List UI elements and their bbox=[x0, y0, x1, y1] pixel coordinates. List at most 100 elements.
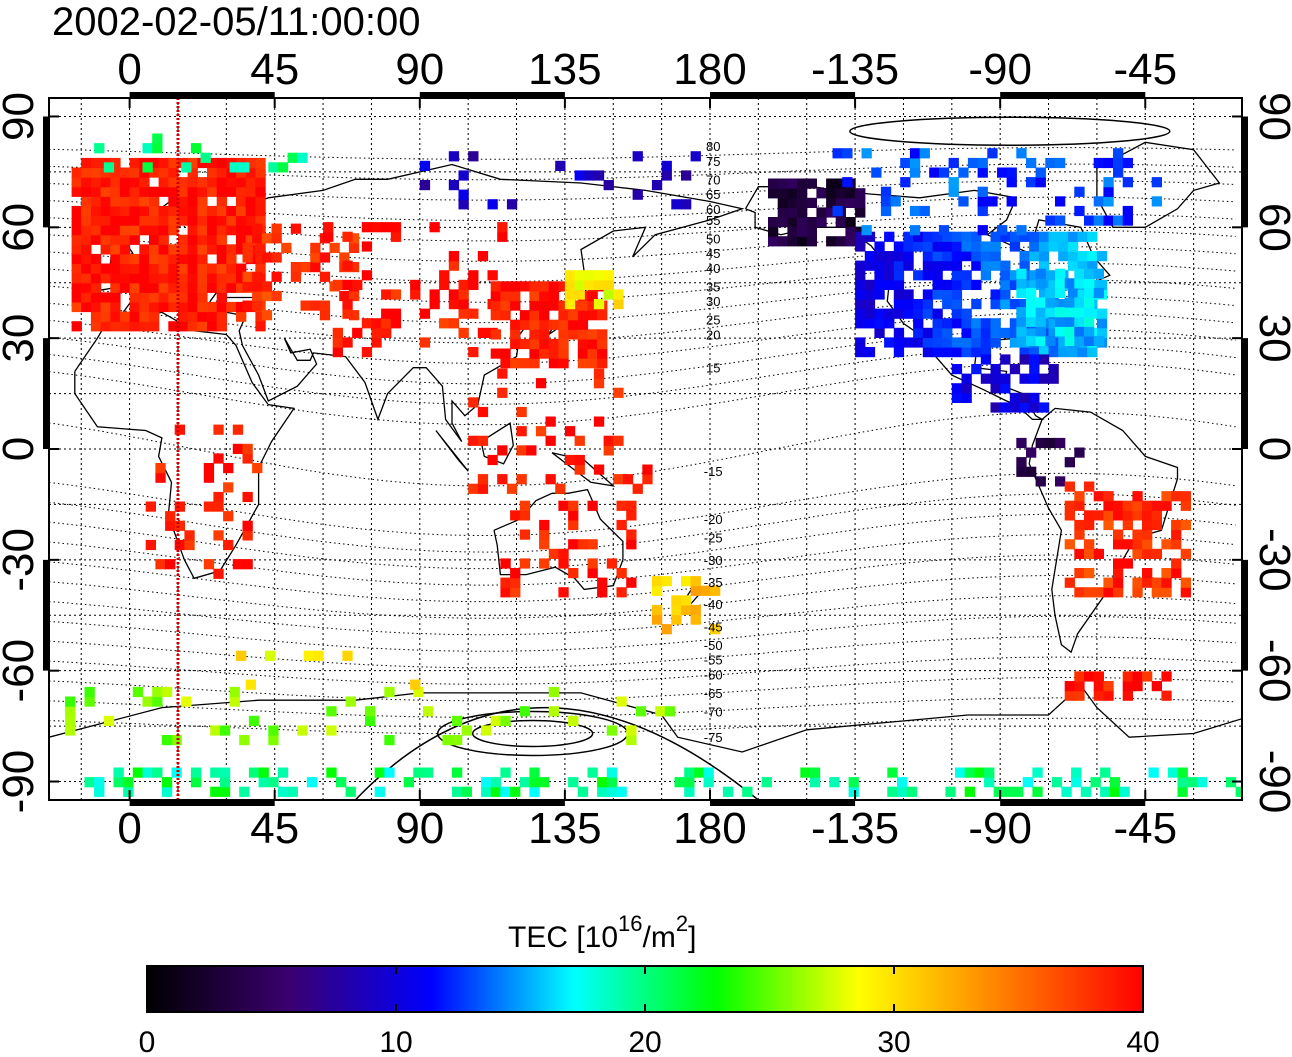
tec-cell-north-america bbox=[971, 347, 982, 358]
colorbar-tick-label: 20 bbox=[628, 1026, 661, 1057]
tec-cell-southeast-asia bbox=[564, 454, 576, 466]
tec-cell-north-america bbox=[932, 251, 943, 262]
tec-cell-north-america bbox=[1000, 289, 1011, 300]
tec-cell-africa bbox=[174, 501, 185, 512]
tec-cell-antarctic-peninsula bbox=[1074, 690, 1085, 701]
tec-cell-central-america bbox=[990, 383, 1001, 394]
tec-cell-us-east bbox=[1035, 335, 1046, 347]
tec-cell-north-america bbox=[932, 337, 943, 348]
coastline bbox=[74, 311, 296, 580]
tec-cell-central-america bbox=[1009, 392, 1021, 403]
tec-cell-canada-north bbox=[1006, 177, 1017, 188]
tec-cell-southeast-asia bbox=[487, 454, 498, 466]
tec-cell-us-east bbox=[1074, 278, 1085, 289]
colorbar-title-sup2: 2 bbox=[676, 911, 688, 936]
tec-cell-europe bbox=[129, 273, 140, 284]
tec-cell-antarctica-south bbox=[84, 777, 95, 788]
mlat-label: -75 bbox=[704, 730, 723, 745]
tec-cell-africa bbox=[203, 501, 215, 512]
tec-cell-europe bbox=[110, 321, 121, 332]
tec-cell-arctic-north-europe bbox=[152, 143, 163, 154]
tec-cell-europe bbox=[236, 234, 247, 245]
tec-cell-antarctica-south bbox=[568, 777, 579, 788]
tec-cell-japan-gradient bbox=[613, 289, 624, 300]
tec-cell-north-america bbox=[893, 299, 905, 310]
tec-cell-north-america bbox=[1000, 279, 1011, 290]
tec-cell-south-america bbox=[1132, 577, 1143, 588]
tec-cell-europe bbox=[71, 292, 82, 303]
tec-cell-africa bbox=[203, 559, 215, 570]
tec-cell-north-america bbox=[1058, 231, 1069, 242]
tec-cell-south-america bbox=[1093, 491, 1104, 502]
tec-cell-southeast-asia bbox=[593, 378, 605, 389]
tec-cell-europe bbox=[168, 186, 179, 197]
tec-cell-europe bbox=[71, 225, 82, 236]
tec-cell-north-america bbox=[855, 337, 866, 348]
tec-cell-southeast-asia bbox=[574, 435, 585, 446]
tec-cell-europe bbox=[71, 205, 82, 217]
tec-cell-antarctica-south bbox=[597, 786, 608, 797]
tec-cell-africa bbox=[165, 559, 176, 570]
tec-cell-europe bbox=[149, 273, 160, 284]
tec-cell-china-japan bbox=[500, 290, 511, 302]
tec-cell-europe bbox=[81, 205, 92, 217]
tec-cell-south-america bbox=[1074, 500, 1085, 511]
tec-cell-siberia-north bbox=[632, 189, 643, 200]
tec-cell-new-zealand bbox=[651, 576, 663, 587]
tec-cell-antarctica-rim bbox=[548, 686, 560, 698]
tec-cell-europe bbox=[81, 292, 92, 303]
tec-cell-antarctica-south bbox=[510, 786, 521, 797]
tec-cell-central-asia bbox=[410, 279, 421, 290]
tec-cell-antarctica-south bbox=[210, 786, 221, 797]
tec-cell-europe bbox=[149, 167, 160, 178]
tec-cell-south-america bbox=[1151, 519, 1162, 531]
tec-cell-europe bbox=[139, 196, 150, 207]
tec-cell-china-japan bbox=[490, 329, 501, 340]
tec-cell-europe bbox=[149, 292, 160, 303]
tec-cell-north-america bbox=[864, 279, 876, 290]
tec-cell-china-japan bbox=[548, 290, 560, 302]
tec-cell-australia bbox=[510, 577, 521, 588]
tec-cell-antarctica-south bbox=[413, 767, 424, 778]
tec-cell-us-east bbox=[1064, 316, 1075, 327]
tec-data-points bbox=[65, 133, 1242, 797]
tec-cell-china-japan bbox=[548, 338, 560, 350]
tec-cell-japan-gradient bbox=[593, 270, 605, 281]
tec-cell-southeast-asia bbox=[593, 464, 605, 475]
tec-cell-south-america bbox=[1103, 587, 1114, 598]
tec-cell-europe-east bbox=[242, 300, 253, 311]
tec-cell-north-america bbox=[980, 241, 992, 252]
tec-cell-south-america bbox=[1113, 568, 1124, 579]
tec-cell-southeast-asia bbox=[516, 445, 527, 456]
tec-cell-central-asia bbox=[497, 231, 508, 242]
tec-cell-alaska bbox=[777, 188, 788, 199]
tec-cell-siberia-north bbox=[584, 170, 595, 181]
tec-cell-europe bbox=[139, 321, 150, 332]
tec-cell-europe bbox=[100, 196, 111, 207]
tec-cell-china-japan bbox=[519, 338, 531, 350]
tec-cell-canada-north bbox=[1151, 196, 1162, 207]
tec-cell-europe bbox=[158, 263, 169, 274]
tec-cell-europe bbox=[216, 311, 227, 322]
tec-cell-europe bbox=[207, 301, 218, 313]
tec-cell-australia bbox=[519, 510, 531, 521]
tec-cell-antarctica-south bbox=[161, 777, 173, 788]
tec-cell-alaska bbox=[768, 236, 779, 247]
tec-cell-europe-east bbox=[348, 242, 360, 253]
tec-cell-europe bbox=[81, 196, 92, 207]
tec-cell-us-east bbox=[1074, 297, 1085, 308]
tec-cell-north-america bbox=[932, 260, 943, 271]
mlat-label: -45 bbox=[704, 619, 723, 634]
tec-cell-north-america bbox=[990, 337, 1001, 348]
tec-cell-antarctica-rim bbox=[65, 696, 76, 707]
tec-cell-europe-east bbox=[252, 271, 263, 282]
tec-cell-antarctica-south bbox=[277, 767, 289, 778]
tec-cell-europe bbox=[139, 311, 150, 322]
tec-cell-europe bbox=[119, 311, 131, 322]
tec-cell-north-america bbox=[864, 347, 876, 358]
tec-cell-us-east bbox=[1055, 316, 1066, 327]
tec-cell-europe-east bbox=[310, 262, 321, 273]
tec-cell-north-america bbox=[893, 337, 905, 348]
tec-cell-southeast-asia bbox=[642, 474, 653, 485]
tec-cell-central-asia bbox=[323, 222, 334, 233]
